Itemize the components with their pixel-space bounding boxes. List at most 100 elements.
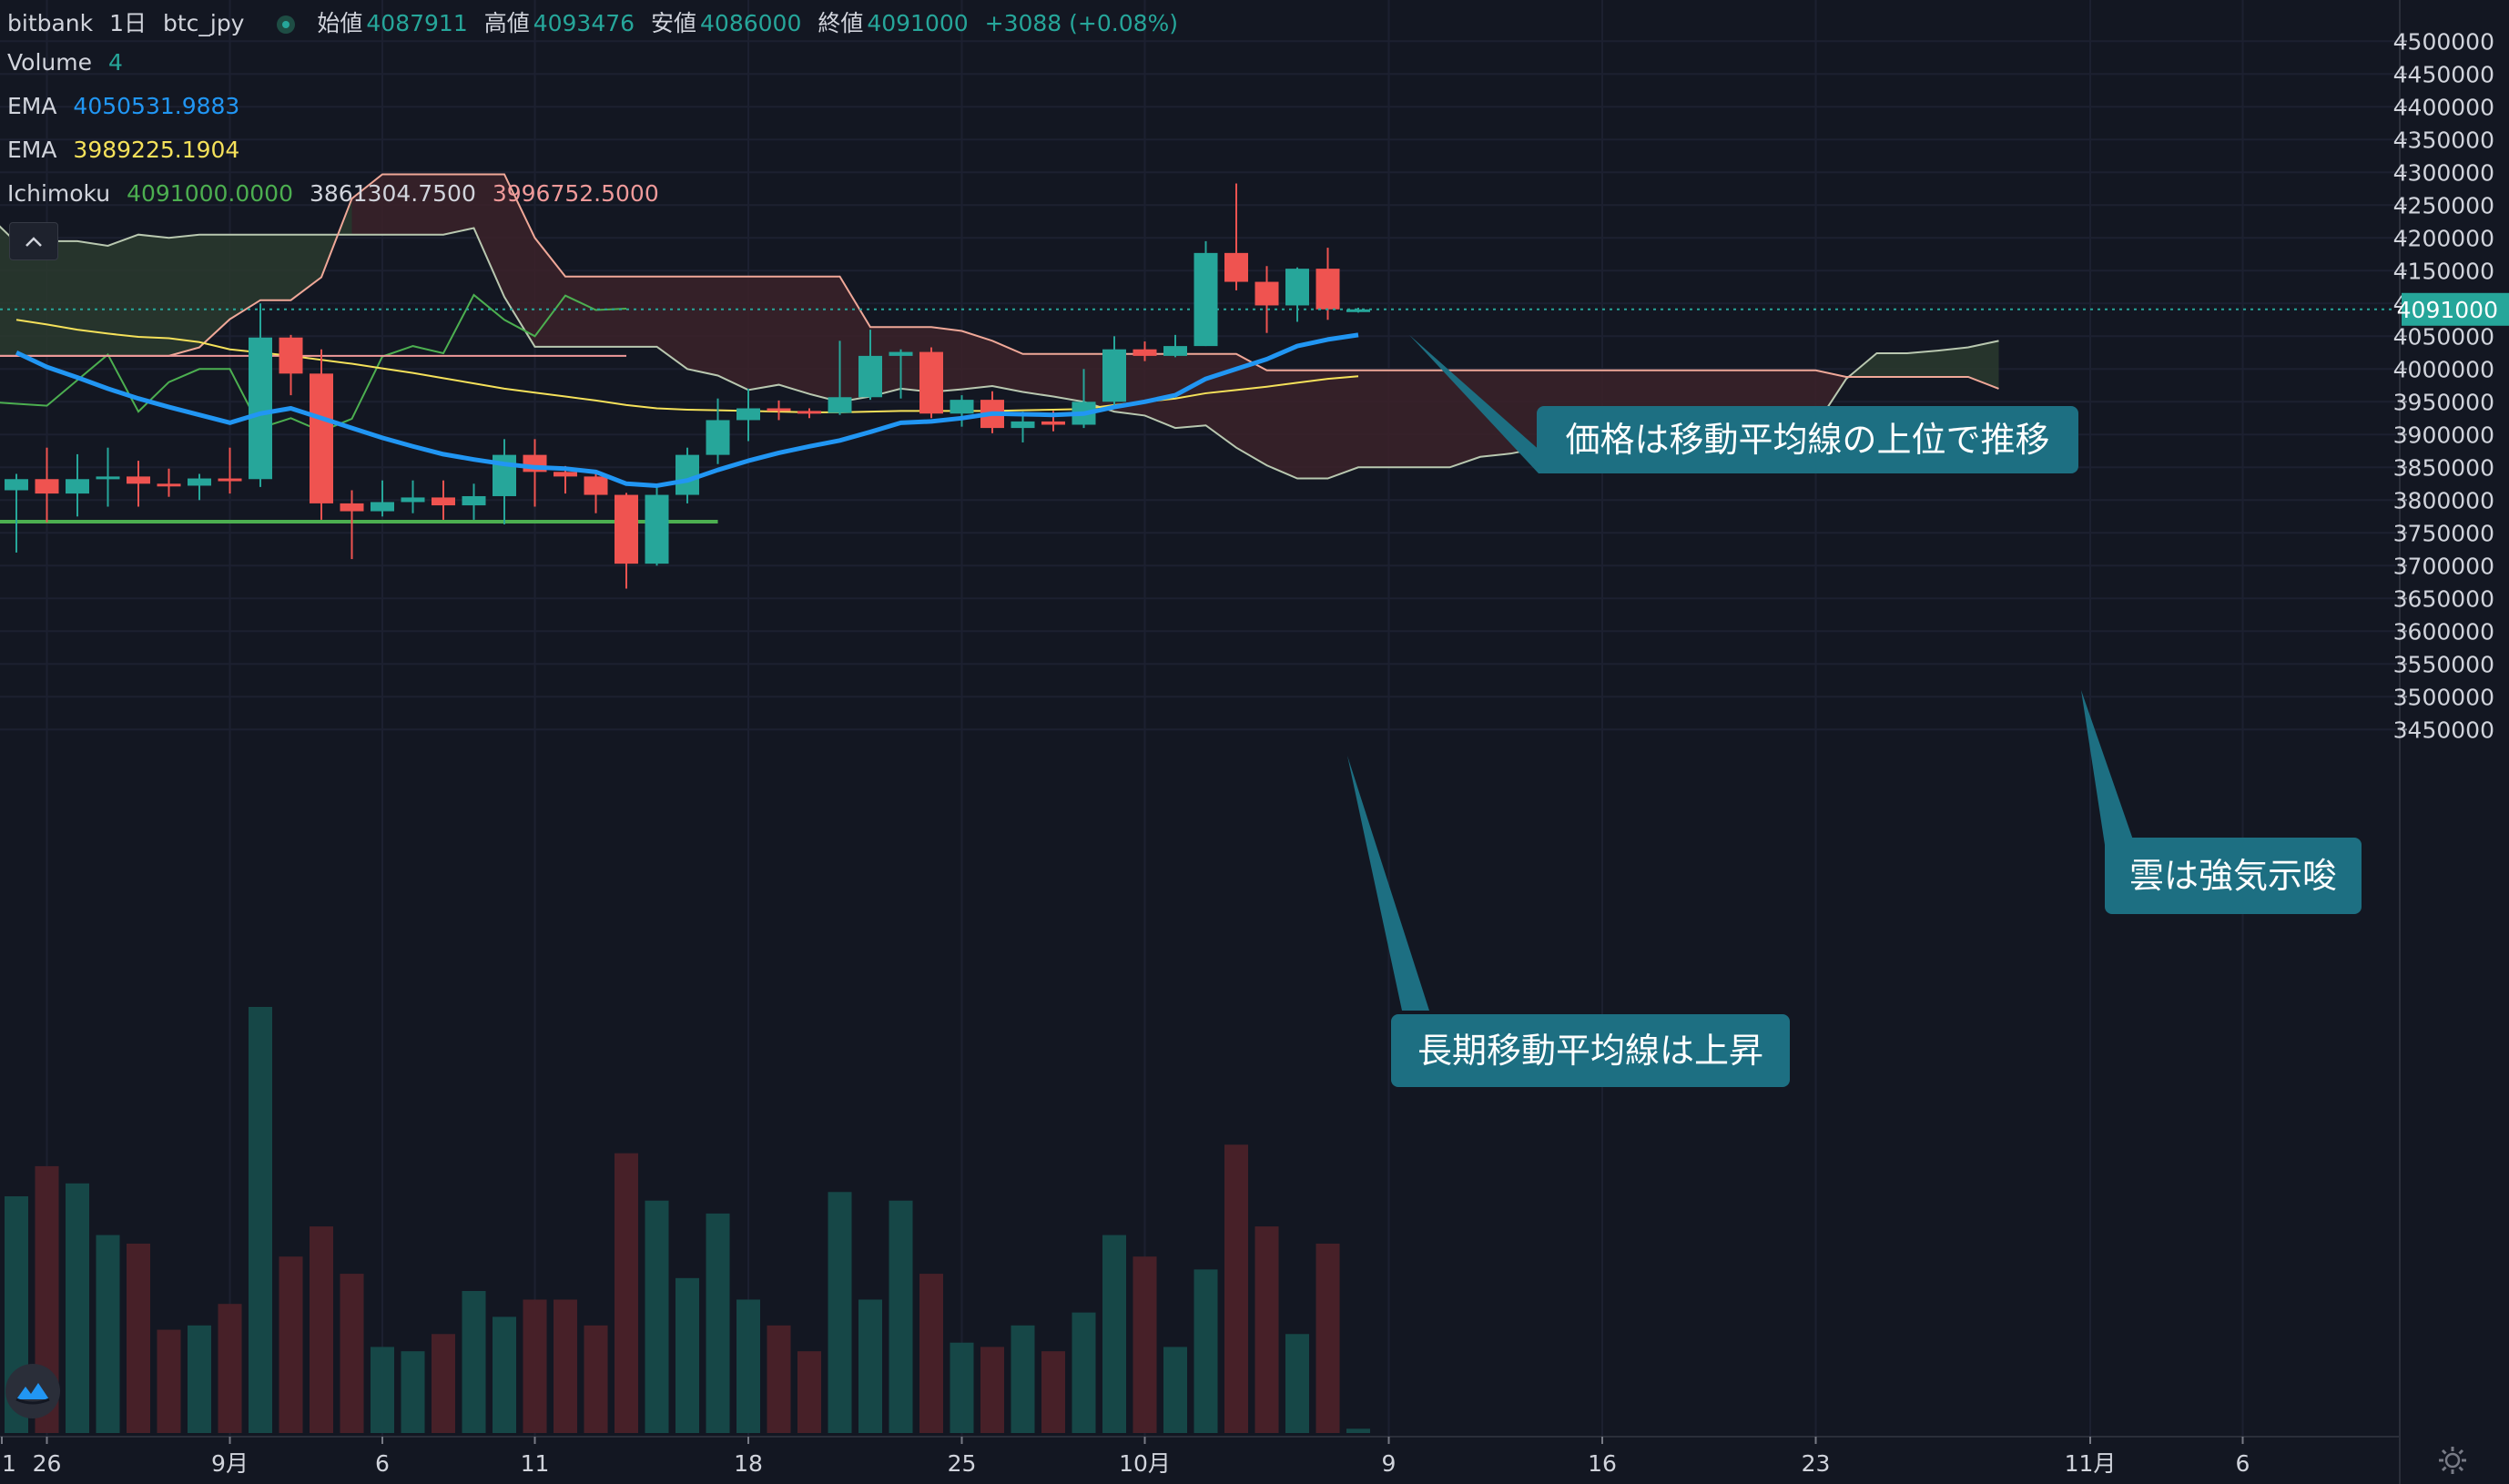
tenkan-sen-line <box>0 293 627 432</box>
ichimoku-cloud-segment <box>1022 353 1053 397</box>
volume-bar <box>676 1277 699 1433</box>
candle-body <box>5 479 28 491</box>
ichimoku-cloud-segment <box>992 341 1023 392</box>
volume-bar <box>645 1200 669 1433</box>
candle-body <box>218 478 242 482</box>
exchange-name[interactable]: bitbank <box>7 10 94 36</box>
ichimoku-cloud-segment <box>1968 341 1999 389</box>
plot-layer <box>0 173 1999 1433</box>
candle-body <box>249 337 272 480</box>
volume-bar <box>706 1213 730 1433</box>
ichimoku-cloud-segment <box>1907 351 1938 377</box>
ichimoku-cloud-segment <box>199 234 230 348</box>
volume-bar <box>615 1153 638 1433</box>
price-axis-label: 4300000 <box>2393 159 2494 186</box>
gear-icon <box>2439 1447 2466 1474</box>
volume-bar <box>493 1316 516 1433</box>
candle-body <box>66 479 89 494</box>
close-value: 4091000 <box>867 10 969 36</box>
candle-body <box>950 400 974 414</box>
price-axis-label: 4050000 <box>2393 323 2494 350</box>
candle-body <box>736 408 760 421</box>
price-axis-label: 3450000 <box>2393 717 2494 743</box>
low-label: 安値 <box>651 10 697 36</box>
candle-body <box>554 472 577 477</box>
time-axis-label: 11月 <box>2065 1450 2117 1477</box>
ichimoku-value-1: 4091000.0000 <box>127 180 293 207</box>
ichimoku-legend[interactable]: Ichimoku 4091000.0000 3861304.7500 39967… <box>7 180 668 207</box>
callout-cloud-bullish-text: 雲は強気示唆 <box>2129 856 2337 896</box>
volume-bar <box>371 1347 394 1433</box>
ichimoku-cloud-segment <box>809 276 840 402</box>
ichimoku-label: Ichimoku <box>7 180 111 207</box>
ema-fast-value: 4050531.9883 <box>73 93 240 119</box>
ichimoku-cloud-segment <box>1175 353 1206 429</box>
volume-bar <box>1194 1269 1218 1433</box>
ema-fast-legend[interactable]: EMA 4050531.9883 <box>7 93 249 119</box>
ichimoku-cloud-segment <box>1388 370 1419 468</box>
volume-bar <box>919 1274 943 1433</box>
volume-bar <box>66 1183 89 1433</box>
candle-body <box>157 483 181 487</box>
close-label: 終値 <box>818 10 864 36</box>
tradingview-logo-button[interactable] <box>5 1364 60 1418</box>
ema-slow-legend[interactable]: EMA 3989225.1904 <box>7 137 249 163</box>
volume-bar <box>523 1299 547 1433</box>
tradingview-logo-icon <box>15 1383 50 1405</box>
ichimoku-cloud-segment <box>1327 370 1358 479</box>
ichimoku-cloud-segment <box>77 240 108 356</box>
last-price-badge <box>2402 292 2509 326</box>
collapse-legend-button[interactable] <box>9 222 58 260</box>
ichimoku-cloud-segment <box>1053 353 1084 402</box>
time-axis-label: 16 <box>1588 1450 1617 1477</box>
ema-slow-value: 3989225.1904 <box>73 137 240 163</box>
candle-body <box>371 502 394 512</box>
chevron-up-icon <box>25 237 42 247</box>
candle-body <box>1102 349 1126 402</box>
volume-bar <box>1041 1351 1065 1433</box>
interval-label[interactable]: 1日 <box>109 10 147 36</box>
time-axis-label: 26 <box>33 1450 62 1477</box>
candle-body <box>1194 252 1218 347</box>
symbol-name[interactable]: btc_jpy <box>162 10 245 36</box>
time-axis-label: 11 <box>521 1450 550 1477</box>
volume-bar <box>797 1351 821 1433</box>
time-axis-label: 10月 <box>1119 1450 1171 1477</box>
volume-legend[interactable]: Volume 4 <box>7 49 132 76</box>
volume-bar <box>188 1325 211 1433</box>
candle-body <box>127 476 150 484</box>
callout-price-above-ma-text: 価格は移動平均線の上位で推移 <box>1565 420 2049 460</box>
ichimoku-cloud-segment <box>443 174 474 235</box>
volume-bar <box>127 1244 150 1433</box>
chart-settings-button[interactable] <box>2436 1444 2473 1480</box>
ichimoku-cloud-segment <box>626 276 657 347</box>
ema-fast-label: EMA <box>7 93 57 119</box>
volume-bar <box>1133 1256 1157 1433</box>
ema-fast-line <box>15 332 1359 488</box>
callout-price-above-ma-pointer <box>1409 334 1566 473</box>
ichimoku-cloud-segment <box>961 330 992 390</box>
volume-bar <box>1102 1235 1126 1433</box>
volume-value: 4 <box>107 49 123 76</box>
ichimoku-cloud-segment <box>1236 353 1267 466</box>
volume-bar <box>1163 1347 1187 1433</box>
time-axis-label: 1 <box>2 1450 16 1477</box>
volume-bar <box>249 1007 272 1433</box>
ichimoku-cloud-segment <box>260 234 291 300</box>
volume-bar <box>157 1329 181 1433</box>
ichimoku-cloud-segment <box>1297 370 1328 479</box>
price-axis-label: 4500000 <box>2393 28 2494 55</box>
candle-body <box>1315 269 1340 310</box>
last-price-badge-text: 4091000 <box>2397 297 2498 323</box>
volume-bar <box>889 1200 913 1433</box>
candle-body <box>462 495 486 506</box>
ichimoku-cloud-segment <box>687 276 718 376</box>
price-axis-label: 4150000 <box>2393 258 2494 284</box>
callout-long-ma-rising-pointer <box>1347 756 1429 1011</box>
candle-body <box>1224 252 1248 282</box>
price-axis-label: 3950000 <box>2393 389 2494 415</box>
ichimoku-cloud-segment <box>656 276 687 370</box>
high-value: 4093476 <box>533 10 635 36</box>
